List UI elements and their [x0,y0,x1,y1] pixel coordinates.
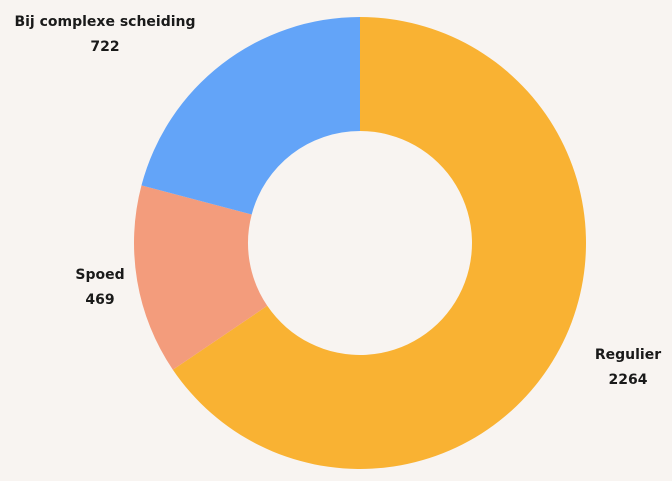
slice-label: Spoed [75,267,124,283]
slice-label: Regulier [595,347,661,363]
slice-value: 469 [85,292,114,308]
donut-slice [141,17,360,215]
donut-slice [172,17,586,469]
slice-value: 722 [90,39,119,55]
slice-label: Bij complexe scheiding [14,14,195,30]
slice-value: 2264 [609,372,648,388]
donut-slice [134,185,268,370]
